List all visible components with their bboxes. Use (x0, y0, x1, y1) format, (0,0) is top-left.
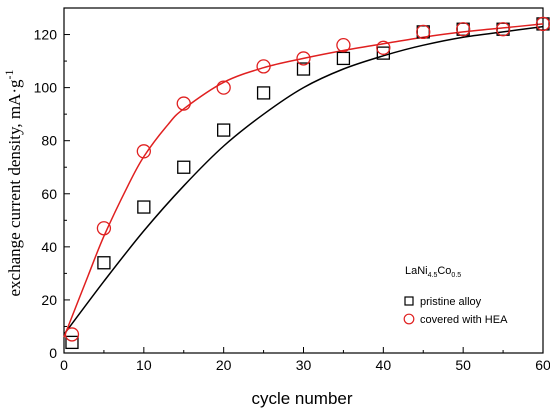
point-covered-with-hea (216, 80, 231, 95)
axes: 0 10 20 30 40 50 60 0 20 40 60 80 100 120 (34, 7, 550, 373)
y-tick-label: 20 (41, 292, 57, 308)
point-covered-with-hea (64, 327, 80, 342)
point-covered-with-hea (495, 22, 511, 37)
legend-marker-covered-with-hea (403, 313, 415, 325)
legend-title-mid: Co (437, 265, 451, 277)
legend-label-covered-with-hea: covered with HEA (420, 314, 508, 326)
point-pristine-alloy (177, 160, 191, 174)
point-covered-with-hea (416, 24, 431, 40)
legend-title: LaNi4.5Co0.5 (405, 265, 461, 279)
point-covered-with-hea (96, 221, 112, 236)
x-tick-label: 10 (136, 357, 152, 373)
x-tick-label: 60 (535, 357, 550, 373)
legend-title-sub1: 4.5 (428, 272, 438, 279)
x-tick-label: 20 (216, 357, 232, 373)
point-pristine-alloy (65, 335, 79, 350)
data-markers (64, 16, 550, 350)
point-covered-with-hea (376, 40, 391, 55)
y-axis-title-main: exchange current density, mA·g (5, 79, 24, 296)
point-pristine-alloy (137, 200, 151, 214)
point-pristine-alloy (97, 256, 111, 270)
point-pristine-alloy (336, 51, 351, 66)
fit-curve-covered-with-hea (63, 23, 544, 338)
legend-title-sub2: 0.5 (451, 272, 461, 279)
legend-marker-pristine-alloy (404, 296, 414, 306)
x-tick-label: 30 (296, 357, 312, 373)
legend-title-prefix: LaNi (405, 265, 428, 277)
point-covered-with-hea (296, 51, 311, 66)
x-tick-label: 40 (376, 357, 392, 373)
y-tick-label: 40 (41, 239, 57, 255)
x-tick-label: 0 (60, 357, 68, 373)
point-covered-with-hea (256, 59, 271, 74)
y-axis-title: exchange current density, mA·g-1 (2, 70, 24, 297)
y-tick-label: 0 (49, 345, 57, 361)
y-tick-label: 60 (41, 186, 57, 202)
y-tick-label: 100 (34, 80, 58, 96)
point-pristine-alloy (217, 123, 231, 137)
y-tick-label: 80 (41, 133, 57, 149)
point-covered-with-hea (136, 144, 151, 159)
x-axis-title: cycle number (251, 389, 352, 408)
y-tick-label: 120 (34, 27, 58, 43)
legend: LaNi4.5Co0.5 pristine alloy covered with… (403, 265, 508, 326)
point-pristine-alloy (376, 46, 390, 60)
point-pristine-alloy (296, 62, 311, 76)
y-axis-title-superscript: -1 (2, 70, 16, 80)
legend-label-pristine-alloy: pristine alloy (420, 296, 482, 308)
fit-curve-pristine-alloy (63, 25, 544, 335)
point-covered-with-hea (336, 38, 351, 53)
point-covered-with-hea (456, 22, 471, 37)
fit-curves (63, 23, 544, 338)
point-pristine-alloy (256, 86, 271, 100)
point-covered-with-hea (176, 96, 191, 111)
x-tick-label: 50 (455, 357, 471, 373)
